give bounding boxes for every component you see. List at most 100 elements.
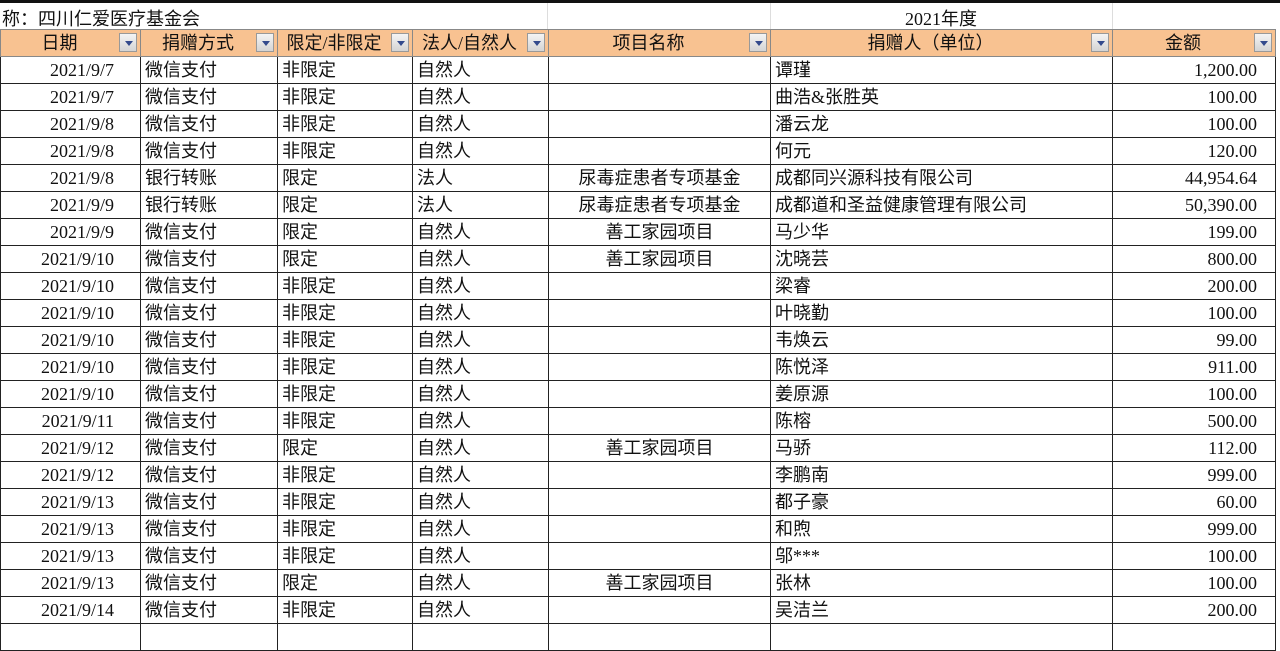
cell-donor[interactable]: 张林: [770, 569, 1113, 597]
cell-project[interactable]: [548, 623, 771, 651]
cell-project[interactable]: [548, 56, 771, 84]
cell-amount[interactable]: 112.00: [1112, 434, 1276, 462]
cell-donor-type[interactable]: 自然人: [412, 137, 549, 165]
cell-method[interactable]: 微信支付: [140, 434, 278, 462]
year-cell[interactable]: 2021年度: [905, 9, 977, 29]
cell-amount[interactable]: 60.00: [1112, 488, 1276, 516]
cell-donor[interactable]: 成都道和圣益健康管理有限公司: [770, 191, 1113, 219]
cell-method[interactable]: 银行转账: [140, 164, 278, 192]
cell-method[interactable]: 微信支付: [140, 218, 278, 246]
cell-donor-type[interactable]: 自然人: [412, 83, 549, 111]
cell-method[interactable]: 微信支付: [140, 353, 278, 381]
cell-project[interactable]: 善工家园项目: [548, 245, 771, 273]
cell-restriction[interactable]: 限定: [277, 569, 413, 597]
cell-project[interactable]: [548, 461, 771, 489]
cell-date[interactable]: 2021/9/14: [0, 596, 141, 624]
cell-restriction[interactable]: 非限定: [277, 407, 413, 435]
cell-amount[interactable]: 100.00: [1112, 110, 1276, 138]
cell-amount[interactable]: 100.00: [1112, 83, 1276, 111]
cell-method[interactable]: 微信支付: [140, 542, 278, 570]
cell-donor-type[interactable]: 自然人: [412, 542, 549, 570]
cell-restriction[interactable]: [277, 623, 413, 651]
cell-donor-type[interactable]: 自然人: [412, 380, 549, 408]
cell-donor-type[interactable]: 法人: [412, 191, 549, 219]
cell-date[interactable]: 2021/9/13: [0, 488, 141, 516]
cell-project[interactable]: [548, 110, 771, 138]
cell-donor[interactable]: 和煦: [770, 515, 1113, 543]
filter-dropdown-icon[interactable]: [391, 33, 409, 52]
cell-restriction[interactable]: 非限定: [277, 515, 413, 543]
cell-donor-type[interactable]: 自然人: [412, 218, 549, 246]
cell-restriction[interactable]: 非限定: [277, 272, 413, 300]
cell-project[interactable]: 善工家园项目: [548, 434, 771, 462]
column-header-donor[interactable]: 捐赠人（单位）: [770, 29, 1113, 57]
cell-donor[interactable]: 韦焕云: [770, 326, 1113, 354]
cell-method[interactable]: 微信支付: [140, 56, 278, 84]
cell-method[interactable]: 微信支付: [140, 245, 278, 273]
cell-donor-type[interactable]: 自然人: [412, 272, 549, 300]
cell-donor[interactable]: 曲浩&张胜英: [770, 83, 1113, 111]
cell-date[interactable]: 2021/9/10: [0, 272, 141, 300]
cell-date[interactable]: 2021/9/8: [0, 137, 141, 165]
cell-project[interactable]: 善工家园项目: [548, 569, 771, 597]
cell-method[interactable]: 微信支付: [140, 596, 278, 624]
cell-restriction[interactable]: 非限定: [277, 110, 413, 138]
cell-donor-type[interactable]: 自然人: [412, 110, 549, 138]
cell-donor-type[interactable]: 自然人: [412, 299, 549, 327]
cell-project[interactable]: [548, 137, 771, 165]
cell-project[interactable]: [548, 83, 771, 111]
cell-method[interactable]: 微信支付: [140, 569, 278, 597]
cell-donor[interactable]: 马少华: [770, 218, 1113, 246]
cell-date[interactable]: 2021/9/10: [0, 380, 141, 408]
cell-restriction[interactable]: 非限定: [277, 83, 413, 111]
cell-amount[interactable]: 100.00: [1112, 569, 1276, 597]
cell-project[interactable]: [548, 272, 771, 300]
column-header-restriction[interactable]: 限定/非限定: [277, 29, 413, 57]
cell-donor[interactable]: 李鹏南: [770, 461, 1113, 489]
cell-restriction[interactable]: 非限定: [277, 596, 413, 624]
cell-project[interactable]: [548, 515, 771, 543]
cell-restriction[interactable]: 非限定: [277, 380, 413, 408]
cell-date[interactable]: 2021/9/12: [0, 461, 141, 489]
cell-donor[interactable]: 陈悦泽: [770, 353, 1113, 381]
cell-method[interactable]: 微信支付: [140, 488, 278, 516]
cell-method[interactable]: 微信支付: [140, 515, 278, 543]
cell-restriction[interactable]: 非限定: [277, 299, 413, 327]
cell-donor-type[interactable]: 自然人: [412, 407, 549, 435]
cell-donor[interactable]: 吴洁兰: [770, 596, 1113, 624]
cell-amount[interactable]: 100.00: [1112, 380, 1276, 408]
cell-donor-type[interactable]: 自然人: [412, 461, 549, 489]
cell-date[interactable]: 2021/9/8: [0, 164, 141, 192]
cell-donor-type[interactable]: 自然人: [412, 596, 549, 624]
filter-dropdown-icon[interactable]: [1091, 33, 1109, 52]
cell-amount[interactable]: 44,954.64: [1112, 164, 1276, 192]
cell-amount[interactable]: 1,200.00: [1112, 56, 1276, 84]
cell-date[interactable]: 2021/9/10: [0, 245, 141, 273]
filter-dropdown-icon[interactable]: [119, 33, 137, 52]
cell-donor[interactable]: 谭瑾: [770, 56, 1113, 84]
cell-amount[interactable]: 100.00: [1112, 299, 1276, 327]
cell-donor[interactable]: 沈晓芸: [770, 245, 1113, 273]
cell-method[interactable]: 微信支付: [140, 380, 278, 408]
cell-donor-type[interactable]: 自然人: [412, 515, 549, 543]
cell-date[interactable]: 2021/9/9: [0, 191, 141, 219]
column-header-project[interactable]: 项目名称: [548, 29, 771, 57]
cell-donor-type[interactable]: 法人: [412, 164, 549, 192]
cell-restriction[interactable]: 限定: [277, 218, 413, 246]
cell-donor-type[interactable]: 自然人: [412, 569, 549, 597]
cell-method[interactable]: 微信支付: [140, 137, 278, 165]
cell-method[interactable]: 微信支付: [140, 83, 278, 111]
cell-donor-type[interactable]: 自然人: [412, 353, 549, 381]
cell-restriction[interactable]: 限定: [277, 164, 413, 192]
cell-amount[interactable]: 999.00: [1112, 515, 1276, 543]
cell-date[interactable]: 2021/9/13: [0, 542, 141, 570]
cell-method[interactable]: 银行转账: [140, 191, 278, 219]
cell-project[interactable]: [548, 542, 771, 570]
cell-date[interactable]: 2021/9/13: [0, 569, 141, 597]
cell-donor-type[interactable]: 自然人: [412, 56, 549, 84]
cell-restriction[interactable]: 非限定: [277, 542, 413, 570]
cell-date[interactable]: 2021/9/10: [0, 326, 141, 354]
cell-donor[interactable]: 何元: [770, 137, 1113, 165]
cell-date[interactable]: 2021/9/8: [0, 110, 141, 138]
cell-amount[interactable]: 100.00: [1112, 542, 1276, 570]
